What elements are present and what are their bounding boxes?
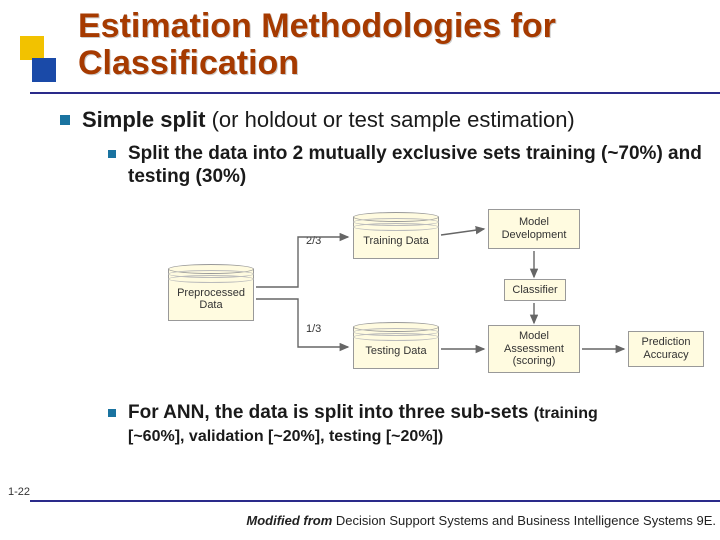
accent-square-yellow: [20, 36, 44, 60]
footer-em: Modified from: [246, 513, 336, 528]
bullet-square-icon: [60, 115, 70, 125]
db-training-label: Training Data: [353, 235, 439, 247]
bullet-square-icon: [108, 409, 116, 417]
bullet-l1-bold: Simple split: [82, 107, 205, 132]
bullet-l2b-text: For ANN, the data is split into three su…: [128, 401, 598, 425]
footer-divider: [30, 500, 720, 502]
db-preprocessed-label: Preprocessed Data: [168, 287, 254, 311]
box-classifier: Classifier: [504, 279, 566, 301]
footer-citation: Modified from Decision Support Systems a…: [246, 513, 716, 528]
bullet-l2b-tail2: [~60%], validation [~20%], testing [~20%…: [128, 427, 702, 448]
bullet-l2a-text: Split the data into 2 mutually exclusive…: [128, 142, 702, 190]
bullet-level1: Simple split (or holdout or test sample …: [60, 106, 702, 134]
db-testing-label: Testing Data: [353, 345, 439, 357]
title-divider: [30, 92, 720, 94]
bullet-l1-text: Simple split (or holdout or test sample …: [82, 106, 575, 134]
split-diagram: Preprocessed Data Training Data Testing …: [158, 199, 718, 389]
box-prediction: Prediction Accuracy: [628, 331, 704, 367]
bullet-level2-b: For ANN, the data is split into three su…: [108, 401, 702, 425]
bullet-l2b-tail1: (training: [534, 405, 598, 422]
footer-rest: Decision Support Systems and Business In…: [336, 513, 716, 528]
accent-square-blue: [32, 58, 56, 82]
bullet-level2-a: Split the data into 2 mutually exclusive…: [108, 142, 702, 190]
bullet-l1-rest: (or holdout or test sample estimation): [205, 107, 574, 132]
bullet-l2b-main: For ANN, the data is split into three su…: [128, 402, 534, 423]
page-number: 1-22: [8, 486, 30, 498]
db-training: Training Data: [353, 217, 439, 259]
content-area: Simple split (or holdout or test sample …: [60, 106, 702, 448]
db-preprocessed: Preprocessed Data: [168, 269, 254, 321]
slide-title: Estimation Methodologies for Classificat…: [78, 8, 710, 83]
box-model-dev: Model Development: [488, 209, 580, 249]
box-model-assess: Model Assessment (scoring): [488, 325, 580, 373]
db-testing: Testing Data: [353, 327, 439, 369]
bullet-square-icon: [108, 150, 116, 158]
title-block: Estimation Methodologies for Classificat…: [78, 8, 710, 83]
level2-wrap: Split the data into 2 mutually exclusive…: [108, 142, 702, 448]
split-ratio-top: 2/3: [306, 235, 321, 247]
split-ratio-bottom: 1/3: [306, 323, 321, 335]
